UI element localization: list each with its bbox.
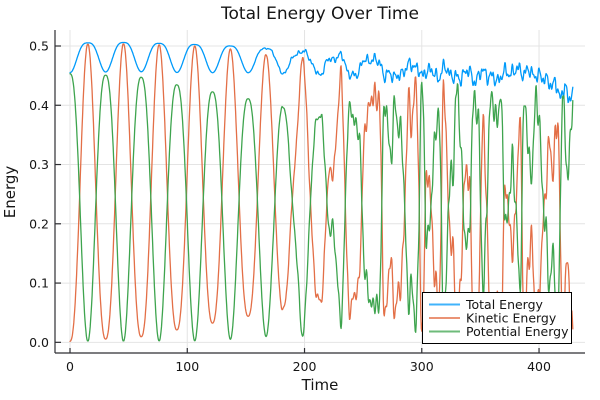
legend-label-kinetic-energy: Kinetic Energy	[466, 311, 557, 326]
y-tick-label: 0.0	[29, 335, 49, 350]
total-energy-line	[69, 41, 574, 104]
legend-label-total-energy: Total Energy	[465, 297, 544, 312]
y-tick-label: 0.3	[29, 157, 49, 172]
axes-layer: 0 100 200 300 400 0.0 0.1 0.2 0.3 0.4 0.5	[29, 30, 585, 374]
legend: Total Energy Kinetic Energy Potential En…	[422, 292, 572, 344]
y-tick-label: 0.2	[29, 216, 49, 231]
y-axis-label: Energy	[1, 166, 19, 219]
potential-energy-line	[69, 73, 574, 342]
x-tick-label: 300	[410, 359, 434, 374]
x-tick-label: 0	[66, 359, 74, 374]
y-tick-label: 0.5	[29, 39, 49, 54]
x-axis-label: Time	[301, 376, 339, 394]
chart-title: Total Energy Over Time	[220, 4, 419, 24]
x-tick-label: 100	[175, 359, 199, 374]
x-tick-label: 400	[527, 359, 551, 374]
y-tick-label: 0.1	[29, 276, 49, 291]
x-tick-label: 200	[293, 359, 317, 374]
y-tick-label: 0.4	[29, 98, 49, 113]
legend-label-potential-energy: Potential Energy	[466, 324, 569, 339]
